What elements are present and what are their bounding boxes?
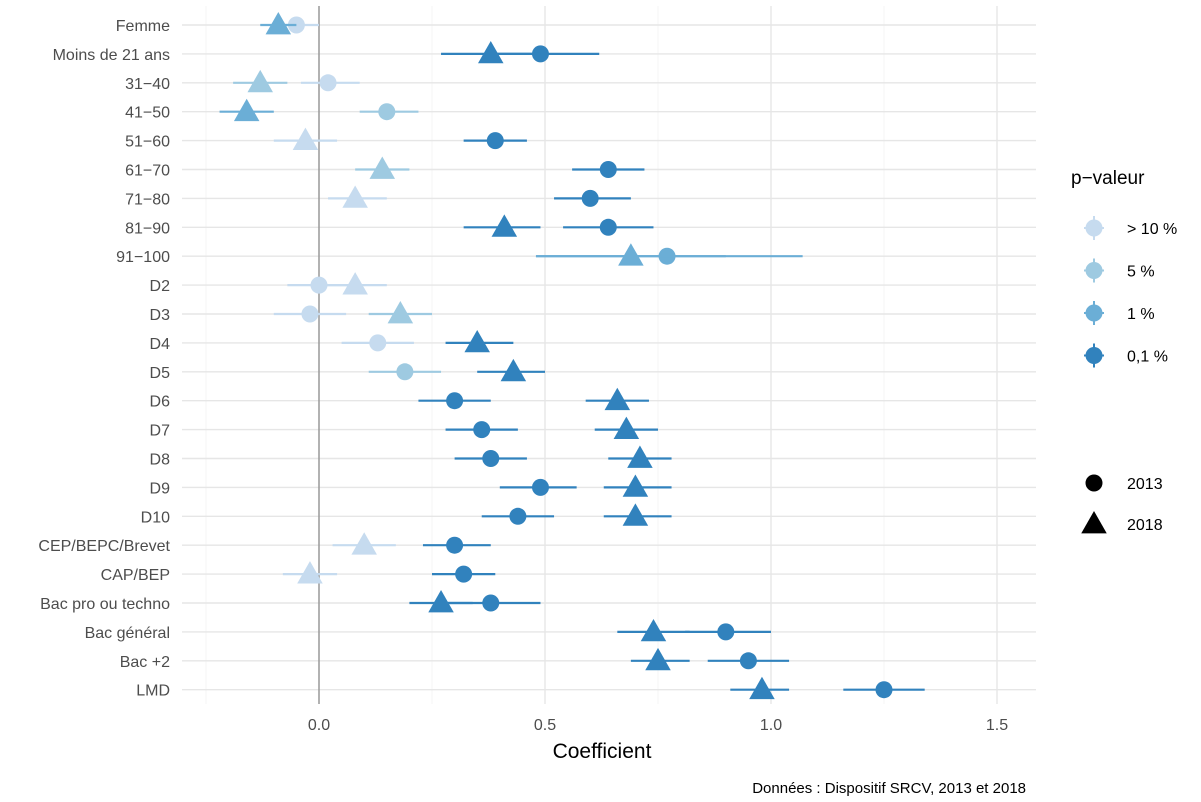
point-2018 bbox=[622, 503, 649, 526]
point-2018 bbox=[478, 40, 504, 64]
x-axis-title: Coefficient bbox=[553, 740, 652, 763]
point-2013 bbox=[509, 507, 527, 525]
point-2018 bbox=[342, 272, 368, 295]
legend-shape-circle bbox=[1085, 474, 1103, 492]
y-tick-label: 91−100 bbox=[116, 249, 170, 266]
legend-key-swatch bbox=[1085, 347, 1103, 364]
x-tick-label: 0.0 bbox=[308, 717, 330, 734]
y-tick-label: D2 bbox=[150, 278, 171, 295]
point-2013 bbox=[396, 363, 414, 381]
point-2013 bbox=[739, 652, 757, 670]
point-2018 bbox=[342, 185, 368, 208]
y-tick-label: D9 bbox=[150, 480, 171, 497]
legend-label: 2013 bbox=[1127, 476, 1163, 493]
y-tick-label: D5 bbox=[150, 365, 171, 382]
y-tick-label: 41−50 bbox=[125, 105, 170, 122]
point-2013 bbox=[486, 132, 504, 150]
point-2013 bbox=[473, 421, 491, 439]
legend-key-swatch bbox=[1085, 219, 1103, 237]
legend-label: > 10 % bbox=[1127, 221, 1177, 238]
point-2018 bbox=[640, 618, 667, 642]
point-2018 bbox=[428, 590, 454, 613]
point-2018 bbox=[265, 12, 292, 35]
grid bbox=[182, 6, 1036, 704]
point-2018 bbox=[464, 329, 490, 353]
point-2013 bbox=[599, 218, 617, 236]
point-2013 bbox=[482, 450, 500, 467]
y-axis-labels: Femme Moins de 21 ans 31−40 41−50 51−60 61−70… bbox=[38, 18, 170, 700]
point-2018 bbox=[604, 387, 631, 411]
y-tick-label: 81−90 bbox=[125, 220, 170, 237]
y-tick-label: D6 bbox=[150, 394, 171, 411]
point-2018 bbox=[351, 532, 377, 555]
legend-shape-triangle bbox=[1081, 511, 1107, 534]
x-tick-label: 0.5 bbox=[534, 717, 556, 734]
x-tick-label: 1.0 bbox=[760, 717, 782, 734]
legend-label: 0,1 % bbox=[1127, 349, 1168, 366]
point-2013 bbox=[482, 594, 500, 612]
point-2013 bbox=[446, 392, 464, 410]
point-2013 bbox=[531, 478, 549, 496]
x-axis-ticks: 0.0 0.5 1.0 1.5 bbox=[308, 717, 1008, 734]
point-2013 bbox=[378, 103, 396, 121]
point-2018 bbox=[233, 98, 260, 122]
legend-key-swatch bbox=[1085, 304, 1103, 322]
point-2018 bbox=[369, 156, 396, 179]
y-tick-label: Bac +2 bbox=[120, 654, 170, 671]
y-tick-label: Femme bbox=[116, 18, 170, 35]
legend-title: p−valeur bbox=[1071, 168, 1145, 189]
y-tick-label: 51−60 bbox=[125, 134, 170, 151]
y-tick-label: D3 bbox=[150, 307, 171, 324]
y-tick-label: Bac général bbox=[85, 625, 170, 642]
point-2018 bbox=[749, 676, 775, 700]
point-2013 bbox=[301, 305, 319, 323]
point-2013 bbox=[875, 681, 893, 699]
point-2013 bbox=[717, 623, 735, 641]
point-2013 bbox=[310, 276, 328, 294]
point-2018 bbox=[618, 243, 644, 266]
point-2018 bbox=[292, 127, 319, 151]
legend-key-swatch bbox=[1085, 262, 1103, 279]
legend-label: 1 % bbox=[1127, 306, 1155, 323]
point-2013 bbox=[581, 189, 599, 207]
point-2013 bbox=[369, 334, 387, 352]
y-tick-label: 61−70 bbox=[125, 163, 170, 180]
y-tick-label: LMD bbox=[136, 683, 170, 700]
y-tick-label: CEP/BEPC/Brevet bbox=[38, 538, 170, 555]
y-tick-label: Bac pro ou techno bbox=[40, 596, 170, 613]
legend-label: 5 % bbox=[1127, 264, 1155, 281]
point-2018 bbox=[500, 358, 527, 382]
point-2018 bbox=[491, 214, 518, 237]
point-2018 bbox=[247, 69, 273, 93]
y-tick-label: CAP/BEP bbox=[101, 567, 170, 584]
point-2018 bbox=[645, 647, 671, 671]
x-tick-label: 1.5 bbox=[986, 717, 1008, 734]
y-tick-label: D8 bbox=[150, 452, 171, 469]
point-2018 bbox=[622, 474, 649, 497]
chart-caption: Données : Dispositif SRCV, 2013 et 2018 bbox=[752, 780, 1026, 797]
y-tick-label: D7 bbox=[150, 423, 171, 440]
point-2018 bbox=[627, 445, 653, 468]
point-2018 bbox=[387, 301, 414, 324]
y-tick-label: 31−40 bbox=[125, 76, 170, 93]
y-tick-label: 71−80 bbox=[125, 191, 170, 208]
y-tick-label: Moins de 21 ans bbox=[53, 47, 170, 64]
y-tick-label: D4 bbox=[150, 336, 171, 353]
point-2013 bbox=[455, 565, 473, 583]
point-2013 bbox=[446, 536, 464, 554]
legend-label: 2018 bbox=[1127, 517, 1163, 534]
y-tick-label: D10 bbox=[141, 509, 170, 526]
point-2018 bbox=[297, 561, 323, 584]
legend: p−valeur > 10 % 5 % 1 % 0,1 % 2013 2018 bbox=[1071, 168, 1177, 534]
point-2013 bbox=[599, 161, 617, 178]
point-2013 bbox=[319, 74, 337, 92]
series-marks bbox=[219, 12, 925, 700]
point-2018 bbox=[613, 416, 640, 440]
